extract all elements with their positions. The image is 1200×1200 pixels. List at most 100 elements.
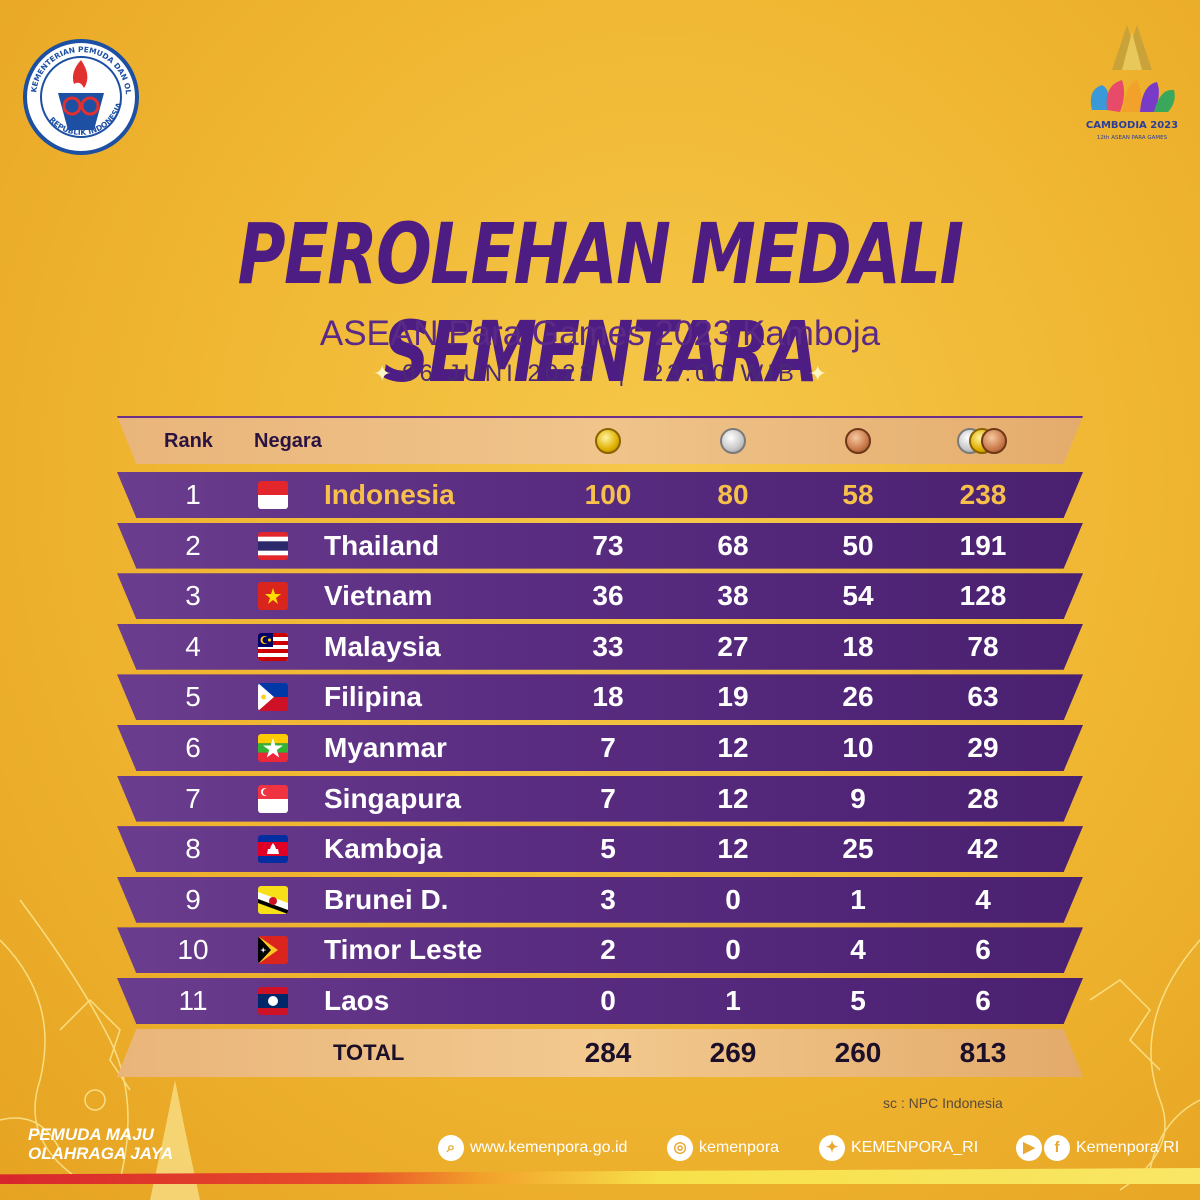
rank-cell: 7 [185, 782, 201, 814]
table-row: 7 Singapura 7 12 9 28 [117, 775, 1083, 822]
youtube-facebook-text: Kemenpora RI [1076, 1139, 1180, 1156]
bronze-count: 50 [842, 529, 874, 561]
slogan-line-2: OLAHRAGA JAYA [28, 1144, 174, 1163]
country-cell: Malaysia [324, 630, 441, 662]
rank-cell: 10 [177, 934, 209, 966]
ornament-left-decoration [0, 899, 200, 1200]
country-cell: Singapura [324, 782, 461, 814]
laos-flag-icon [258, 986, 288, 1015]
bronze-count: 18 [842, 630, 874, 662]
total-count: 28 [967, 782, 999, 814]
rank-cell: 9 [185, 883, 201, 915]
total-count: 42 [967, 833, 999, 865]
gold-count: 0 [600, 984, 616, 1016]
gold-count: 33 [592, 630, 624, 662]
country-column-header: Negara [254, 430, 322, 452]
website-text: www.kemenpora.go.id [470, 1139, 628, 1156]
slogan: PEMUDA MAJU OLAHRAGA JAYA [28, 1125, 173, 1163]
total-count: 191 [959, 529, 1007, 561]
total-silver: 269 [709, 1037, 757, 1068]
bronze-count: 10 [842, 731, 874, 763]
kemenpora-logo: KEMENTERIAN PEMUDA DAN OLAHRAGA REPUBLIK… [22, 38, 139, 155]
country-cell: Myanmar [324, 731, 447, 763]
total-count: 6 [975, 984, 991, 1016]
thailand-flag-icon [258, 531, 288, 560]
youtube-icon: ▶ [1016, 1134, 1042, 1161]
table-row: 3 Vietnam 36 38 54 128 [117, 573, 1083, 620]
table-row: 8 Kamboja 5 12 25 42 [117, 826, 1083, 873]
country-cell: Indonesia [324, 479, 455, 510]
country-cell: Timor Leste [324, 934, 483, 966]
silver-count: 68 [717, 529, 749, 561]
table-row: 10 Timor Leste 2 0 4 6 [117, 927, 1083, 974]
gold-count: 5 [600, 833, 616, 865]
rank-cell: 1 [185, 479, 201, 510]
vietnam-flag-icon [258, 582, 288, 611]
table-row: 2 Thailand 73 68 50 191 [117, 522, 1083, 569]
silver-count: 0 [725, 883, 741, 915]
instagram-link[interactable]: ◎ kemenpora [667, 1134, 779, 1162]
rank-cell: 4 [185, 630, 201, 662]
page-title: PEROLEHAN MEDALI SEMENTARA [237, 205, 964, 401]
bronze-count: 4 [850, 934, 866, 966]
rank-cell: 3 [185, 580, 201, 612]
total-row: TOTAL 284 269 260 813 [117, 1029, 1083, 1077]
table-row: 11 Laos 0 1 5 6 [117, 977, 1083, 1024]
twitter-text: KEMENPORA_RI [851, 1139, 979, 1156]
sparkle-icon: ✦ [373, 361, 392, 386]
date-separator: | [618, 360, 629, 387]
youtube-facebook-link[interactable]: ▶ f Kemenpora RI [1016, 1134, 1179, 1162]
total-count: 6 [975, 934, 991, 966]
table-row: 9 Brunei D. 3 0 1 4 [117, 876, 1083, 923]
country-cell: Filipina [324, 681, 422, 713]
page-subtitle: ASEAN Para Games 2023 Kamboja [319, 314, 881, 353]
total-all: 813 [959, 1037, 1007, 1068]
silver-count: 12 [717, 833, 749, 865]
total-count: 128 [959, 580, 1007, 612]
indonesia-flag-icon [258, 481, 288, 509]
country-cell: Thailand [324, 529, 440, 561]
silver-count: 1 [725, 984, 741, 1016]
bronze-count: 9 [850, 782, 866, 814]
country-cell: Laos [324, 984, 390, 1016]
website-link[interactable]: ⌕ www.kemenpora.go.id [438, 1134, 627, 1162]
table-row: 6 Myanmar 7 12 10 29 [117, 724, 1083, 771]
table-header: Rank Negara [117, 416, 1083, 464]
gold-count: 100 [584, 479, 632, 510]
brunei-flag-icon [258, 885, 288, 914]
table-row: 1 Indonesia 100 80 58 238 [117, 472, 1083, 518]
total-bronze: 260 [834, 1037, 882, 1068]
bronze-count: 26 [842, 681, 874, 713]
silver-count: 12 [717, 731, 749, 763]
gold-count: 36 [592, 580, 624, 612]
medal-table: 1 Indonesia 100 80 58 238 2 Thailand 73 … [117, 472, 1083, 1029]
ornament-right-decoration [1089, 939, 1200, 1191]
total-count: 63 [967, 681, 999, 713]
cambodia-2023-logo: CAMBODIA 2023 12th ASEAN PARA GAMES [1086, 25, 1178, 141]
myanmar-flag-icon [258, 733, 288, 762]
singapore-flag-icon [258, 784, 288, 813]
twitter-link[interactable]: ✦ KEMENPORA_RI [819, 1134, 978, 1162]
rank-cell: 2 [185, 529, 201, 561]
gold-count: 73 [592, 529, 624, 561]
instagram-icon: ◎ [667, 1134, 693, 1161]
total-gold: 284 [584, 1037, 632, 1068]
table-row: 4 Malaysia 33 27 18 78 [117, 623, 1083, 670]
rank-cell: 5 [185, 681, 201, 713]
date-text: 06 JUNI 2023 [402, 360, 597, 387]
total-count: 238 [959, 479, 1007, 510]
search-icon: ⌕ [438, 1134, 464, 1161]
malaysia-flag-icon [258, 632, 288, 661]
silver-medal-icon [720, 428, 746, 454]
bronze-medal-icon [845, 428, 871, 454]
silver-count: 0 [725, 934, 741, 966]
silver-count: 27 [717, 630, 749, 662]
bronze-count: 25 [842, 833, 874, 865]
silver-count: 19 [717, 681, 749, 713]
source-note: sc : NPC Indonesia [883, 1095, 1003, 1111]
total-count: 29 [967, 731, 999, 763]
bronze-count: 58 [842, 479, 874, 510]
total-count: 4 [975, 883, 991, 915]
rank-column-header: Rank [164, 430, 213, 452]
gold-count: 3 [600, 883, 616, 915]
